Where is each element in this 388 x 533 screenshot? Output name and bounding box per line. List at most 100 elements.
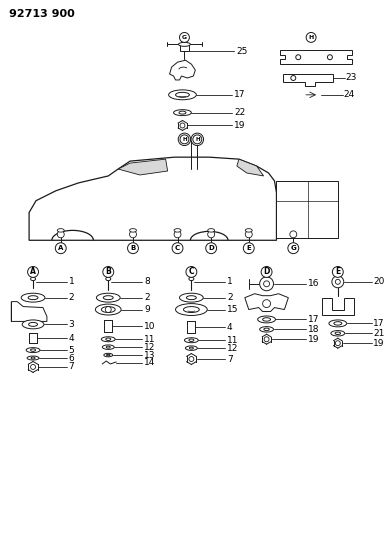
Ellipse shape — [95, 304, 121, 315]
Text: 20: 20 — [373, 277, 385, 286]
Text: 12: 12 — [227, 344, 238, 353]
Ellipse shape — [179, 111, 186, 114]
Text: 1: 1 — [227, 277, 233, 286]
Text: 7: 7 — [69, 362, 74, 372]
Ellipse shape — [185, 346, 197, 350]
Circle shape — [335, 279, 340, 284]
Ellipse shape — [260, 327, 274, 332]
Text: 14: 14 — [144, 359, 155, 367]
Text: 17: 17 — [373, 319, 385, 328]
Circle shape — [31, 365, 36, 369]
Ellipse shape — [335, 332, 341, 335]
Circle shape — [333, 266, 343, 277]
Text: H: H — [308, 35, 314, 40]
Text: 2: 2 — [227, 293, 233, 302]
Text: A: A — [58, 245, 64, 251]
Polygon shape — [322, 297, 353, 316]
Ellipse shape — [27, 356, 39, 360]
Bar — [180, 44, 189, 51]
Circle shape — [243, 243, 254, 254]
Ellipse shape — [104, 353, 113, 357]
Text: 3: 3 — [69, 320, 74, 329]
Circle shape — [180, 123, 185, 128]
Ellipse shape — [329, 320, 347, 327]
Polygon shape — [281, 50, 352, 64]
Circle shape — [332, 276, 344, 288]
Text: 4: 4 — [227, 323, 233, 332]
Polygon shape — [118, 159, 168, 175]
Circle shape — [263, 300, 270, 308]
Circle shape — [206, 243, 217, 254]
Circle shape — [186, 266, 197, 277]
Circle shape — [174, 231, 181, 238]
Ellipse shape — [130, 229, 137, 232]
Circle shape — [103, 266, 114, 277]
Ellipse shape — [189, 277, 194, 280]
Text: 4: 4 — [69, 334, 74, 343]
Circle shape — [291, 76, 296, 80]
Text: 1: 1 — [69, 277, 74, 286]
Text: 6: 6 — [69, 353, 74, 362]
Circle shape — [245, 231, 252, 238]
Circle shape — [288, 243, 299, 254]
Polygon shape — [245, 294, 288, 311]
Text: A: A — [30, 268, 36, 277]
Polygon shape — [170, 60, 195, 80]
Text: E: E — [246, 245, 251, 251]
Circle shape — [327, 55, 333, 60]
Text: 18: 18 — [308, 325, 320, 334]
Circle shape — [180, 33, 189, 43]
Text: 25: 25 — [236, 47, 247, 56]
Circle shape — [55, 243, 66, 254]
Ellipse shape — [331, 330, 345, 336]
Circle shape — [290, 231, 297, 238]
Text: 16: 16 — [308, 279, 320, 288]
Circle shape — [261, 266, 272, 277]
Text: H: H — [195, 137, 199, 142]
Circle shape — [264, 337, 269, 342]
Ellipse shape — [186, 296, 196, 300]
Ellipse shape — [258, 316, 275, 323]
Circle shape — [130, 231, 137, 238]
Text: 22: 22 — [234, 108, 245, 117]
Text: 2: 2 — [69, 293, 74, 302]
Circle shape — [335, 341, 340, 346]
Text: 5: 5 — [69, 345, 74, 354]
Text: 23: 23 — [346, 74, 357, 83]
Ellipse shape — [28, 296, 38, 300]
Ellipse shape — [96, 293, 120, 302]
Text: 12: 12 — [144, 343, 155, 352]
Text: C: C — [189, 268, 194, 277]
Text: E: E — [335, 268, 340, 277]
Text: C: C — [175, 245, 180, 251]
Text: 19: 19 — [234, 121, 246, 130]
Ellipse shape — [101, 337, 115, 342]
Text: 17: 17 — [308, 315, 320, 324]
Text: 11: 11 — [144, 335, 155, 344]
Ellipse shape — [334, 322, 342, 325]
Text: D: D — [263, 268, 270, 277]
Ellipse shape — [102, 345, 114, 349]
Ellipse shape — [21, 293, 45, 302]
Ellipse shape — [189, 347, 193, 349]
Polygon shape — [29, 157, 277, 240]
Circle shape — [208, 231, 215, 238]
Circle shape — [105, 306, 111, 312]
Text: 9: 9 — [144, 305, 150, 314]
Ellipse shape — [175, 92, 189, 98]
Text: 24: 24 — [344, 90, 355, 99]
Circle shape — [260, 277, 274, 290]
Circle shape — [263, 281, 270, 287]
Text: 13: 13 — [144, 351, 155, 360]
Circle shape — [57, 231, 64, 238]
Text: B: B — [106, 268, 111, 277]
Ellipse shape — [106, 338, 111, 341]
Text: 17: 17 — [234, 90, 246, 99]
Text: 19: 19 — [373, 338, 385, 348]
Ellipse shape — [22, 320, 44, 329]
Ellipse shape — [180, 293, 203, 302]
Ellipse shape — [184, 338, 198, 343]
Ellipse shape — [173, 110, 191, 116]
Ellipse shape — [174, 229, 181, 232]
Ellipse shape — [106, 277, 111, 280]
